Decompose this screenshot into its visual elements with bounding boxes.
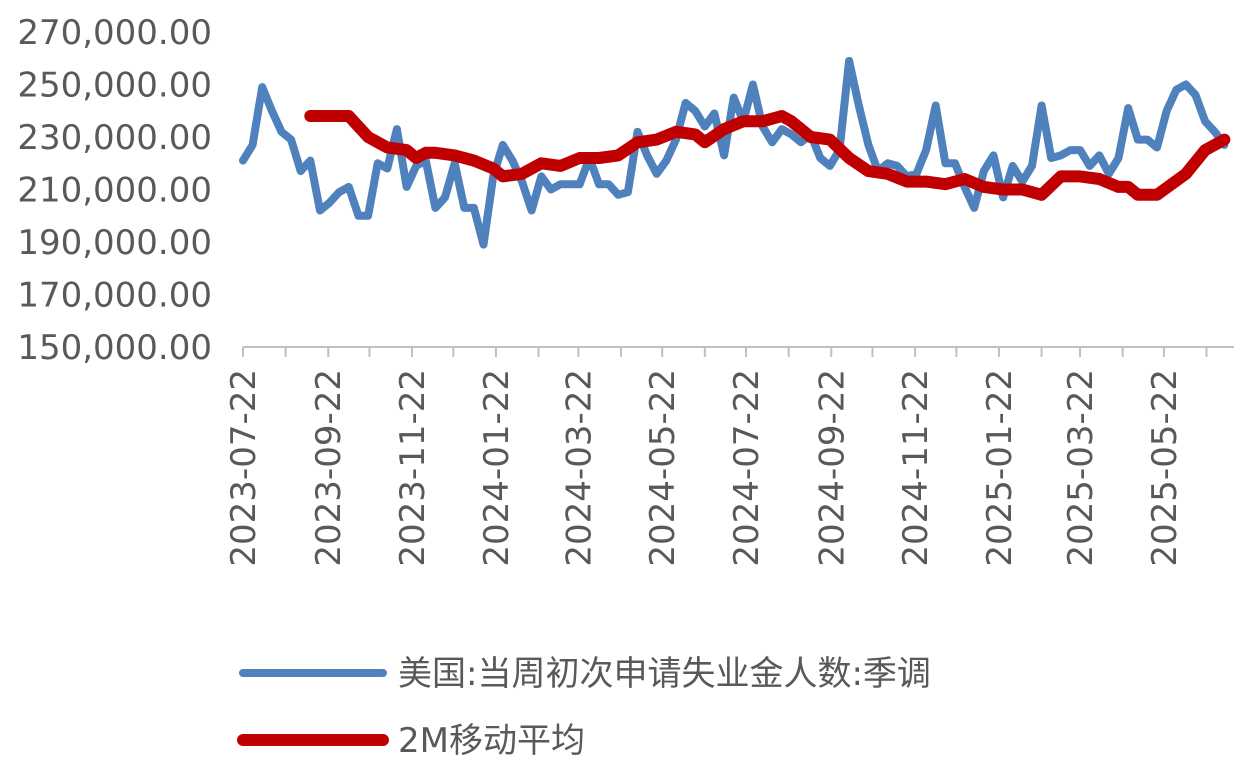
x-tick-label: 2023-07-22	[224, 369, 264, 567]
x-tick-label: 2024-03-22	[559, 369, 599, 567]
y-axis: 270,000.00 250,000.00 230,000.00 210,000.00…	[17, 13, 212, 368]
y-tick-label: 170,000.00	[17, 276, 212, 316]
x-tick-label: 2023-09-22	[309, 369, 349, 567]
x-tick-label: 2025-05-22	[1145, 369, 1185, 567]
x-tick-label: 2025-03-22	[1061, 369, 1101, 567]
legend-label: 美国:当周初次申请失业金人数:季调	[398, 654, 931, 694]
series-line-2	[304, 110, 1231, 201]
x-axis: 2023-07-22 2023-09-22 2023-11-22 2024-01-22…	[224, 346, 1234, 567]
plot-area	[239, 56, 1231, 249]
x-tick-label: 2024-09-22	[812, 369, 852, 567]
legend-label: 2M移动平均	[398, 721, 585, 761]
y-tick-label: 230,000.00	[17, 118, 212, 158]
x-tick-label: 2024-07-22	[727, 369, 767, 567]
y-tick-label: 250,000.00	[17, 66, 212, 106]
y-tick-label: 210,000.00	[17, 171, 212, 211]
y-tick-label: 190,000.00	[17, 223, 212, 263]
x-tick-label: 2024-05-22	[643, 369, 683, 567]
x-tick-label: 2023-11-22	[393, 369, 433, 567]
series-line-1	[239, 56, 1229, 249]
x-tick-label: 2024-01-22	[477, 369, 517, 567]
x-tick-label: 2025-01-22	[980, 369, 1020, 567]
y-tick-label: 270,000.00	[17, 13, 212, 53]
x-tick-label: 2024-11-22	[896, 369, 936, 567]
legend: 美国:当周初次申请失业金人数:季调 2M移动平均	[237, 654, 931, 761]
y-tick-label: 150,000.00	[17, 328, 212, 368]
